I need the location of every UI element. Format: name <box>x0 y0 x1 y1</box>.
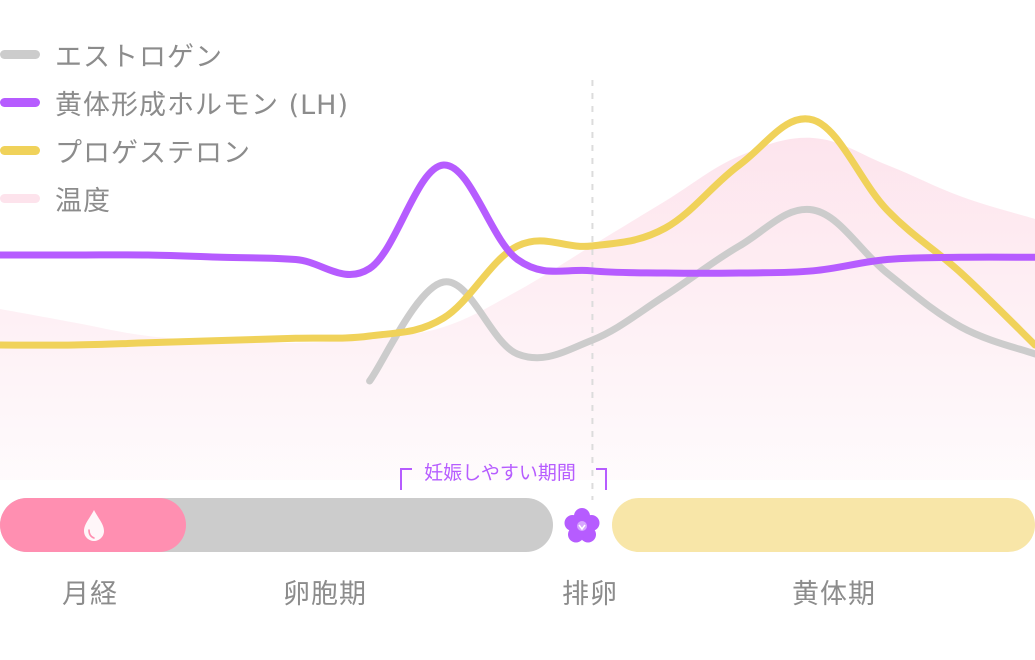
temperature-swatch <box>0 193 40 203</box>
fertile-window-bracket <box>400 468 607 490</box>
estrogen-swatch <box>0 49 40 59</box>
phase-label-ovulation: 排卵 <box>562 579 618 610</box>
luteal-phase-bar <box>612 498 1035 552</box>
progesterone-swatch <box>0 145 40 155</box>
legend-label: エストロゲン <box>55 41 223 73</box>
progesterone-line <box>0 115 1035 349</box>
legend-item-estrogen: エストロゲン <box>0 30 349 78</box>
blood-drop-icon <box>84 510 104 541</box>
legend-label: プロゲステロン <box>55 137 251 169</box>
legend-label: 黄体形成ホルモン (LH) <box>55 89 349 121</box>
legend-item-lh: 黄体形成ホルモン (LH) <box>0 78 349 126</box>
phase-label-menstruation: 月経 <box>62 579 118 610</box>
ovulation-flower-icon <box>564 508 600 543</box>
lh-line <box>0 161 1035 278</box>
lh-swatch <box>0 97 40 107</box>
legend-item-temperature: 温度 <box>0 174 349 222</box>
phase-label-luteal: 黄体期 <box>792 579 876 610</box>
phase-label-follicular: 卵胞期 <box>283 579 367 610</box>
legend-item-progesterone: プロゲステロン <box>0 126 349 174</box>
legend-label: 温度 <box>55 185 111 217</box>
legend: エストロゲン 黄体形成ホルモン (LH) プロゲステロン 温度 <box>0 30 349 222</box>
fertile-window-label: 妊娠しやすい期間 <box>424 462 576 484</box>
